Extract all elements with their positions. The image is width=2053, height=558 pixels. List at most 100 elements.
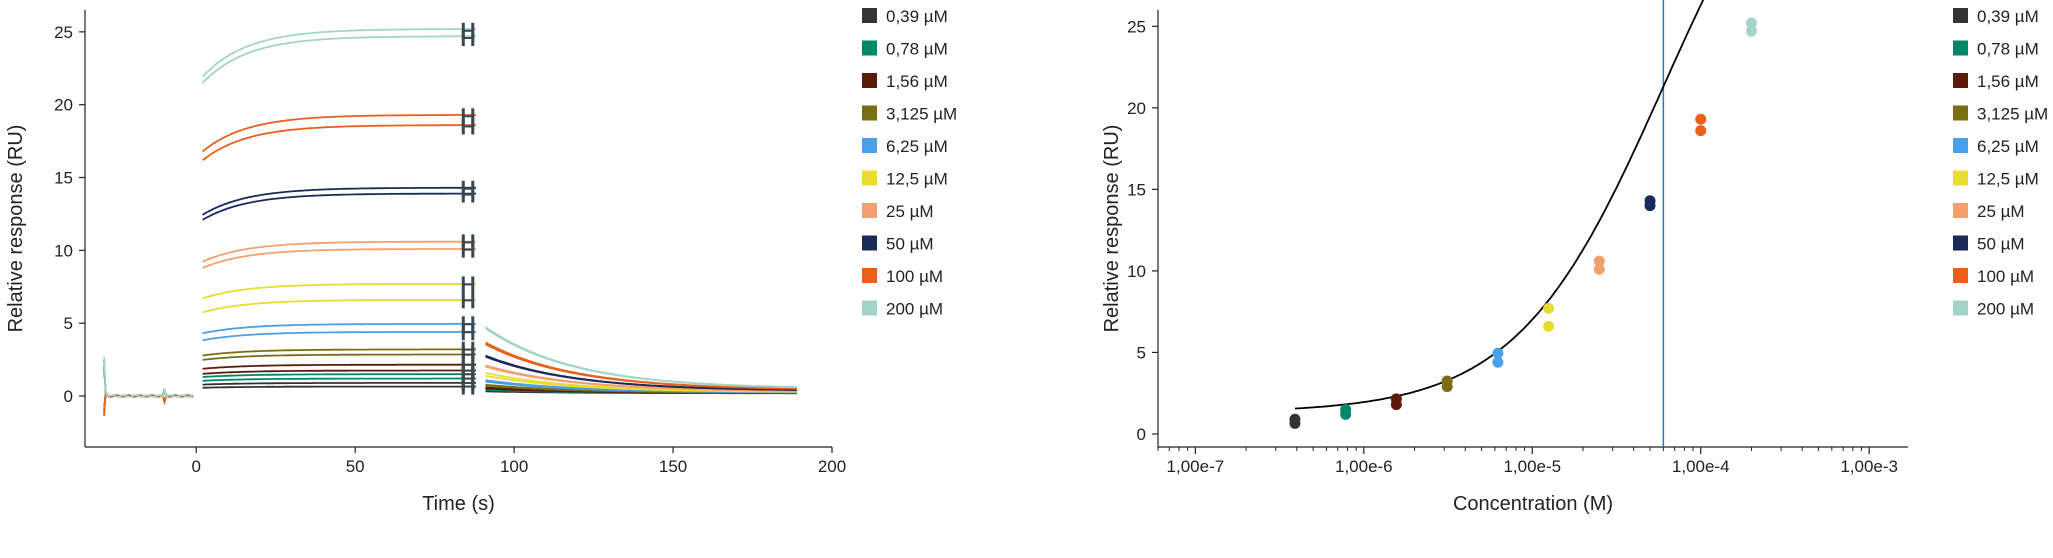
data-point-6-1 <box>1543 320 1555 332</box>
legend-swatch-9 <box>862 268 877 283</box>
association-trace-3-1 <box>202 369 476 375</box>
association-trace-6-2 <box>202 282 476 300</box>
data-point-10-1 <box>1745 25 1757 37</box>
legend-swatch-2 <box>862 40 877 56</box>
data-point-9-2 <box>1695 113 1707 125</box>
legend-label-6: 12,5 µM <box>886 170 948 189</box>
legend-swatch-6 <box>862 170 877 186</box>
legend-swatch-10 <box>1953 300 1968 316</box>
data-point-3-2 <box>1390 393 1402 405</box>
x-tick-label: 100 <box>500 457 528 476</box>
affinity-chart: 1,00e-7 1,00e-6 1,00e-5 1,00e-4 1,00e-3 0 5 10 1… <box>1101 0 2048 515</box>
legend-label-7: 25 µM <box>1977 202 2025 221</box>
association-trace-8-1 <box>202 192 476 221</box>
association-trace-3-2 <box>202 363 476 370</box>
x-tick-label: 1,00e-3 <box>1840 457 1898 476</box>
association-trace-7-1 <box>202 247 476 269</box>
legend-swatch-4 <box>862 105 877 121</box>
legend-label-2: 0,78 µM <box>1977 40 2039 59</box>
x-tick-label: 1,00e-4 <box>1672 457 1730 476</box>
x-tick-label: 150 <box>659 457 687 476</box>
data-point-8-2 <box>1644 195 1656 207</box>
baseline-trace-10-1 <box>103 356 194 398</box>
data-point-9-1 <box>1695 125 1707 137</box>
baseline-trace-4-2 <box>103 366 194 398</box>
legend-swatch-1 <box>862 8 877 23</box>
association-trace-10-1 <box>201 35 476 84</box>
baseline-trace-6-2 <box>103 363 194 398</box>
legend-label-10: 200 µM <box>1977 300 2034 319</box>
legend-swatch-9 <box>1953 268 1968 283</box>
baseline-trace-6-1 <box>103 363 194 398</box>
baseline-trace-1-2 <box>103 391 194 410</box>
y-tick-label: 5 <box>1137 343 1146 362</box>
y-tick-label: 10 <box>1127 262 1146 281</box>
y-tick-label: 20 <box>1127 99 1146 118</box>
x-tick-label: 200 <box>818 457 846 476</box>
association-trace-1-1 <box>202 385 476 389</box>
fit-curve <box>1294 0 1705 410</box>
data-point-5-2 <box>1492 347 1504 359</box>
association-trace-5-2 <box>202 322 476 335</box>
association-trace-8-2 <box>202 186 476 216</box>
baseline-trace-1-1 <box>103 391 194 410</box>
legend-label-8: 50 µM <box>886 235 934 254</box>
y-tick-label: 0 <box>1137 425 1146 444</box>
sensorgram-chart: 0 50 100 150 200 0 5 10 15 20 25 Time (s) Relative r… <box>5 7 957 515</box>
y-tick-label: 15 <box>54 169 73 188</box>
association-trace-4-2 <box>202 348 476 357</box>
legend-swatch-5 <box>862 138 877 153</box>
legend-label-10: 200 µM <box>886 300 943 319</box>
x-tick-label: 0 <box>192 457 201 476</box>
legend-swatch-1 <box>1953 8 1968 23</box>
data-point-6-2 <box>1543 302 1555 314</box>
data-point-2-2 <box>1340 403 1352 415</box>
dissociation-trace-9-2 <box>485 341 797 390</box>
legend-label-4: 3,125 µM <box>886 105 957 124</box>
legend-label-1: 0,39 µM <box>1977 7 2039 26</box>
legend-label-3: 1,56 µM <box>1977 72 2039 91</box>
baseline-trace-10-2 <box>103 356 194 398</box>
baseline-trace-3-2 <box>103 391 194 411</box>
association-trace-5-1 <box>202 330 476 342</box>
y-axis-label: Relative response (RU) <box>5 125 27 333</box>
data-point-1-2 <box>1289 413 1301 425</box>
legend-swatch-7 <box>862 203 877 218</box>
legend-label-6: 12,5 µM <box>1977 170 2039 189</box>
x-axis-label: Time (s) <box>422 493 495 515</box>
legend-swatch-10 <box>862 300 877 316</box>
y-tick-label: 10 <box>54 241 73 260</box>
data-point-7-1 <box>1593 263 1605 275</box>
association-trace-2-2 <box>202 373 476 378</box>
baseline-trace-4-1 <box>103 366 194 398</box>
data-point-4-2 <box>1441 375 1453 387</box>
dissociation-trace-8-2 <box>485 354 797 391</box>
legend-swatch-7 <box>1953 203 1968 218</box>
legend-swatch-2 <box>1953 40 1968 56</box>
y-tick-label: 25 <box>54 23 73 42</box>
legend-swatch-6 <box>1953 170 1968 186</box>
legend-label-5: 6,25 µM <box>1977 137 2039 156</box>
legend-swatch-5 <box>1953 138 1968 153</box>
legend-swatch-8 <box>1953 235 1968 251</box>
data-point-5-1 <box>1492 356 1504 368</box>
baseline-trace-2-1 <box>103 369 194 398</box>
legend-label-2: 0,78 µM <box>886 40 948 59</box>
legend-swatch-8 <box>862 235 877 251</box>
legend-label-9: 100 µM <box>886 267 943 286</box>
association-trace-10-2 <box>201 28 476 78</box>
association-trace-9-1 <box>202 124 476 162</box>
legend-label-5: 6,25 µM <box>886 137 948 156</box>
association-trace-9-2 <box>202 114 476 153</box>
y-tick-label: 20 <box>54 96 73 115</box>
baseline-trace-8-2 <box>103 360 194 398</box>
x-tick-label: 1,00e-5 <box>1503 457 1561 476</box>
x-tick-label: 1,00e-7 <box>1167 457 1225 476</box>
legend-swatch-4 <box>1953 105 1968 121</box>
legend-label-4: 3,125 µM <box>1977 105 2048 124</box>
y-tick-label: 15 <box>1127 180 1146 199</box>
legend-label-8: 50 µM <box>1977 235 2025 254</box>
association-trace-6-1 <box>202 298 476 314</box>
dissociation-trace-7-2 <box>485 364 797 392</box>
